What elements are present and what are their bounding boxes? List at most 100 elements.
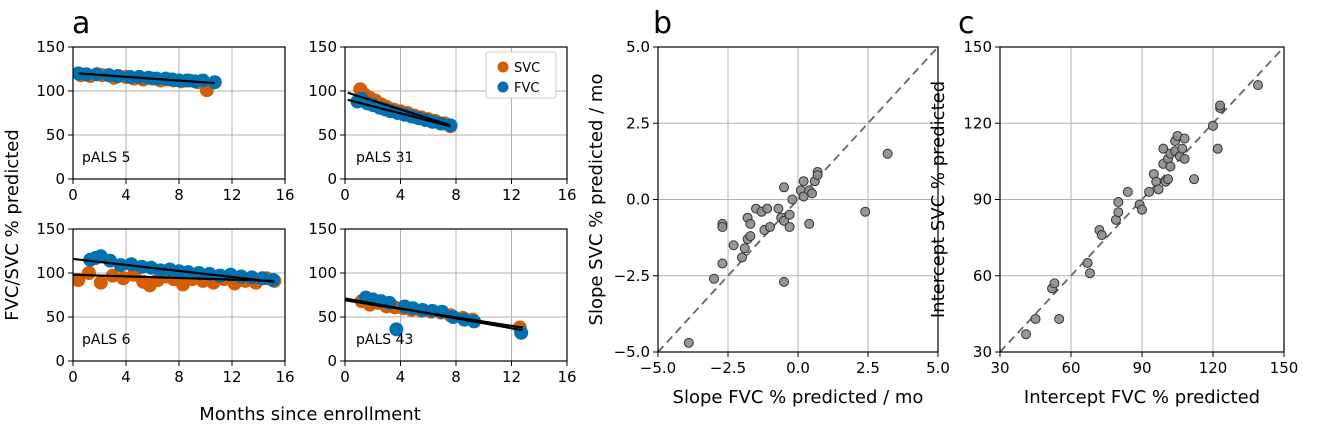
x-tick-label: 0	[340, 186, 350, 204]
legend: SVC FVC	[485, 51, 557, 99]
point-patients	[1215, 100, 1226, 111]
subplot-b: −5.0 −2.5 0.0 2.5 5.0−5.0−2.50.02.55.0Slope …	[586, 38, 950, 408]
x-tick-label: 8	[174, 186, 184, 204]
point-patients	[773, 203, 784, 214]
y-tick-label: 50	[46, 126, 65, 144]
y-tick-label: 50	[318, 126, 337, 144]
panel-a-xlabel: Months since enrollment	[199, 404, 421, 425]
subplot-a4: 0 4 8 12 16 0 50 100 150 pALS 43	[308, 220, 576, 386]
x-tick-label: 120	[1199, 359, 1228, 377]
point-svc	[81, 266, 96, 280]
point-patients	[1163, 174, 1174, 185]
point-patients	[1179, 153, 1190, 164]
point-patients	[765, 221, 775, 232]
x-tick-label: 90	[1132, 359, 1151, 377]
point-patients	[1144, 186, 1155, 197]
point-patients	[1165, 161, 1176, 172]
point-patients	[1177, 143, 1188, 154]
data-layer	[73, 66, 222, 98]
x-tick-label: 12	[222, 368, 241, 386]
panel-letter-b: b	[653, 6, 672, 41]
plot-frame	[72, 228, 286, 362]
x-tick-label: 5.0	[926, 359, 950, 377]
x-tick-label: 16	[275, 186, 294, 204]
y-tick-label: 0	[327, 352, 337, 370]
x-tick-label: −5.0	[640, 359, 676, 377]
y-tick-label: 90	[973, 191, 992, 209]
y-tick-label: 2.5	[626, 114, 650, 132]
patient-label: pALS 6	[82, 332, 131, 348]
subplot-a2: 0 4 8 12 16 0 50 100 150 pALS 31	[308, 38, 576, 204]
x-tick-label: 8	[451, 186, 461, 204]
point-svc	[73, 273, 86, 288]
point-patients	[1113, 197, 1124, 208]
point-patients	[1082, 258, 1093, 269]
point-patients	[762, 203, 773, 214]
x-tick-label: 0	[340, 368, 350, 386]
point-patients	[728, 240, 739, 251]
x-tick-label: −2.5	[710, 359, 746, 377]
legend-label-svc: SVC	[514, 61, 540, 76]
legend-marker-fvc	[497, 81, 509, 93]
y-tick-label: 150	[308, 38, 337, 56]
x-tick-label: 4	[396, 368, 406, 386]
y-tick-label: −2.5	[614, 267, 650, 285]
point-svc	[93, 275, 108, 290]
point-patients	[1137, 204, 1147, 215]
y-tick-label: 150	[36, 38, 65, 56]
y-axis-label: Intercept SVC % predicted	[928, 81, 949, 318]
point-patients	[739, 243, 750, 254]
x-tick-label: 16	[557, 186, 576, 204]
y-tick-label: 0.0	[626, 191, 650, 209]
point-patients	[1049, 278, 1060, 289]
x-tick-label: 0	[68, 186, 78, 204]
point-patients	[784, 209, 795, 220]
y-tick-label: 150	[36, 220, 65, 238]
x-tick-label: 2.5	[856, 359, 880, 377]
y-tick-label: 30	[973, 343, 992, 361]
point-patients	[1153, 184, 1164, 195]
identity-line	[658, 47, 938, 352]
point-patients	[1030, 313, 1041, 324]
fit-line	[73, 273, 275, 283]
point-patients	[683, 337, 694, 348]
x-tick-label: 0	[68, 368, 78, 386]
data-layer	[73, 249, 282, 293]
y-tick-label: 100	[308, 264, 337, 282]
y-tick-label: 120	[963, 114, 992, 132]
y-tick-label: −5.0	[614, 343, 650, 361]
x-tick-label: 0.0	[786, 359, 810, 377]
x-tick-label: 12	[502, 186, 521, 204]
x-tick-label: 4	[121, 368, 131, 386]
point-patients	[807, 188, 817, 199]
x-tick-label: 150	[1270, 359, 1299, 377]
point-patients	[787, 194, 798, 205]
point-patients	[1096, 230, 1107, 241]
panel-letter-a: a	[72, 6, 90, 41]
point-fvc	[124, 257, 139, 272]
point-patients	[1189, 174, 1200, 185]
plot-frame	[999, 46, 1285, 353]
fit-line	[347, 98, 451, 128]
point-patients	[812, 170, 823, 181]
x-tick-label: 8	[174, 368, 184, 386]
data-layer	[1000, 47, 1284, 352]
fit-line	[347, 91, 451, 127]
point-patients	[1252, 80, 1263, 91]
data-layer	[658, 47, 938, 352]
x-tick-label: 8	[451, 368, 461, 386]
point-patients	[745, 218, 756, 229]
patient-label: pALS 5	[82, 150, 131, 166]
point-patients	[1212, 143, 1223, 154]
point-fvc	[195, 73, 210, 88]
plot-frame	[344, 228, 568, 362]
point-patients	[1054, 313, 1065, 324]
point-patients	[1122, 186, 1133, 197]
point-patients	[860, 206, 871, 217]
plots-layer: 0 4 8 12 16 0 50 100 150 pALS 5 0 4 8 12 16 0 50 100 150 pA…	[36, 38, 1298, 408]
y-tick-label: 100	[36, 82, 65, 100]
point-patients	[1179, 133, 1190, 144]
point-patients	[745, 231, 756, 242]
y-tick-label: 100	[308, 82, 337, 100]
panel-a-ylabel: FVC/SVC % predicted	[2, 129, 23, 321]
